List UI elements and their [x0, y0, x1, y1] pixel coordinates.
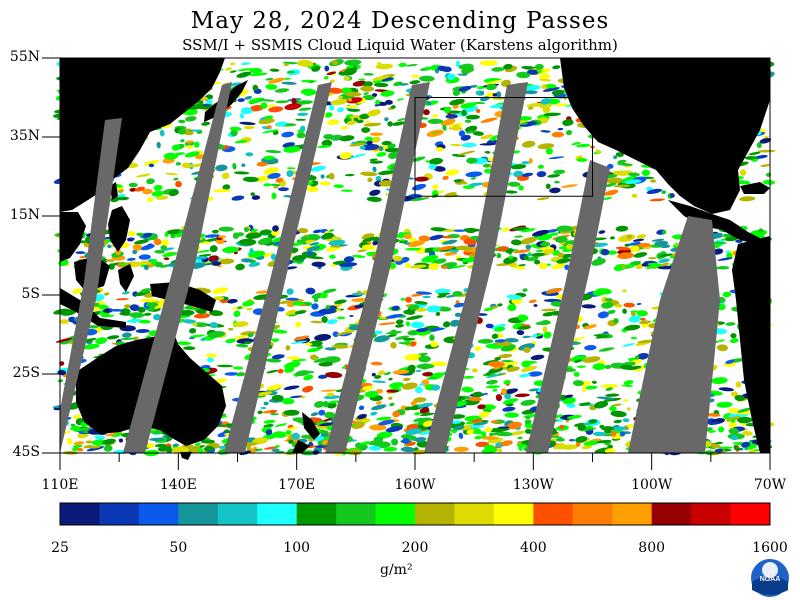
- colorbar-tick-label: 50: [169, 540, 188, 556]
- land-central-america: [668, 200, 760, 244]
- lon-label: 160W: [394, 477, 436, 493]
- lat-label: 45S: [12, 444, 40, 460]
- colorbar-cell: [454, 503, 495, 525]
- chart-subtitle: SSM/I + SSMIS Cloud Liquid Water (Karste…: [182, 36, 618, 54]
- swath-gap-5: [424, 82, 528, 453]
- swath-gap-1: [60, 118, 122, 453]
- colorbar-units: g/m²: [380, 562, 413, 578]
- no-data-swaths: [60, 82, 720, 453]
- lon-label: 140E: [159, 477, 197, 493]
- colorbar-cell: [217, 503, 258, 525]
- colorbar-cell: [533, 503, 574, 525]
- swath-gap-4: [325, 82, 430, 453]
- lat-label: 15N: [9, 207, 40, 223]
- noaa-logo[interactable]: NOAA: [748, 556, 794, 600]
- land-tasmania: [180, 452, 192, 460]
- lon-label: 70W: [753, 477, 787, 493]
- land-indochina: [60, 212, 86, 262]
- colorbar-cell: [60, 503, 100, 525]
- land-sulawesi: [118, 264, 134, 292]
- colorbar-cell: [415, 503, 455, 525]
- map-ticks: [42, 57, 771, 470]
- colorbar-cell: [612, 503, 653, 525]
- swath-gap-7: [628, 216, 720, 453]
- lat-label: 25S: [12, 365, 40, 381]
- colorbar-cell: [651, 503, 692, 525]
- colorbar-cell: [375, 503, 416, 525]
- land-north-america: [560, 58, 770, 214]
- colorbar-cell: [336, 503, 377, 525]
- noaa-logo-text: NOAA: [760, 576, 781, 583]
- colorbar-cell: [493, 503, 534, 525]
- swath-gap-3: [224, 82, 332, 453]
- colorbar-cell: [730, 503, 771, 525]
- lon-label: 130W: [512, 477, 554, 493]
- lat-label: 5S: [21, 286, 41, 302]
- lon-label: 110E: [41, 477, 79, 493]
- lon-label: 100W: [631, 477, 673, 493]
- colorbar-cell: [99, 503, 140, 525]
- colorbar-tick-label: 25: [51, 540, 69, 556]
- colorbar-cell: [296, 503, 337, 525]
- land-new-zealand: [292, 412, 320, 453]
- swath-gap-2: [123, 82, 232, 453]
- colorbar-cell: [691, 503, 732, 525]
- lat-label: 35N: [9, 128, 40, 144]
- colorbar-tick-label: 200: [401, 540, 429, 556]
- highlight-region-box: [414, 97, 593, 197]
- colorbar-cell: [138, 503, 179, 525]
- swath-gap-6: [526, 160, 610, 453]
- lon-label: 170E: [278, 477, 316, 493]
- land-south-america: [732, 236, 770, 453]
- colorbar-tick-label: 1600: [752, 540, 788, 556]
- chart-title: May 28, 2024 Descending Passes: [190, 8, 610, 34]
- lat-label: 55N: [9, 49, 40, 65]
- colorbar-tick-label: 100: [283, 540, 311, 556]
- colorbar-tick-label: 800: [638, 540, 666, 556]
- land-indonesia: [60, 288, 126, 328]
- colorbar-cell: [178, 503, 219, 525]
- colorbar-frame: [59, 502, 771, 526]
- colorbar-cell: [572, 503, 613, 525]
- land-philippines: [108, 206, 130, 252]
- colorbar-tick-label: 400: [519, 540, 547, 556]
- colorbar-cell: [257, 503, 298, 525]
- land-caribbean: [740, 182, 770, 194]
